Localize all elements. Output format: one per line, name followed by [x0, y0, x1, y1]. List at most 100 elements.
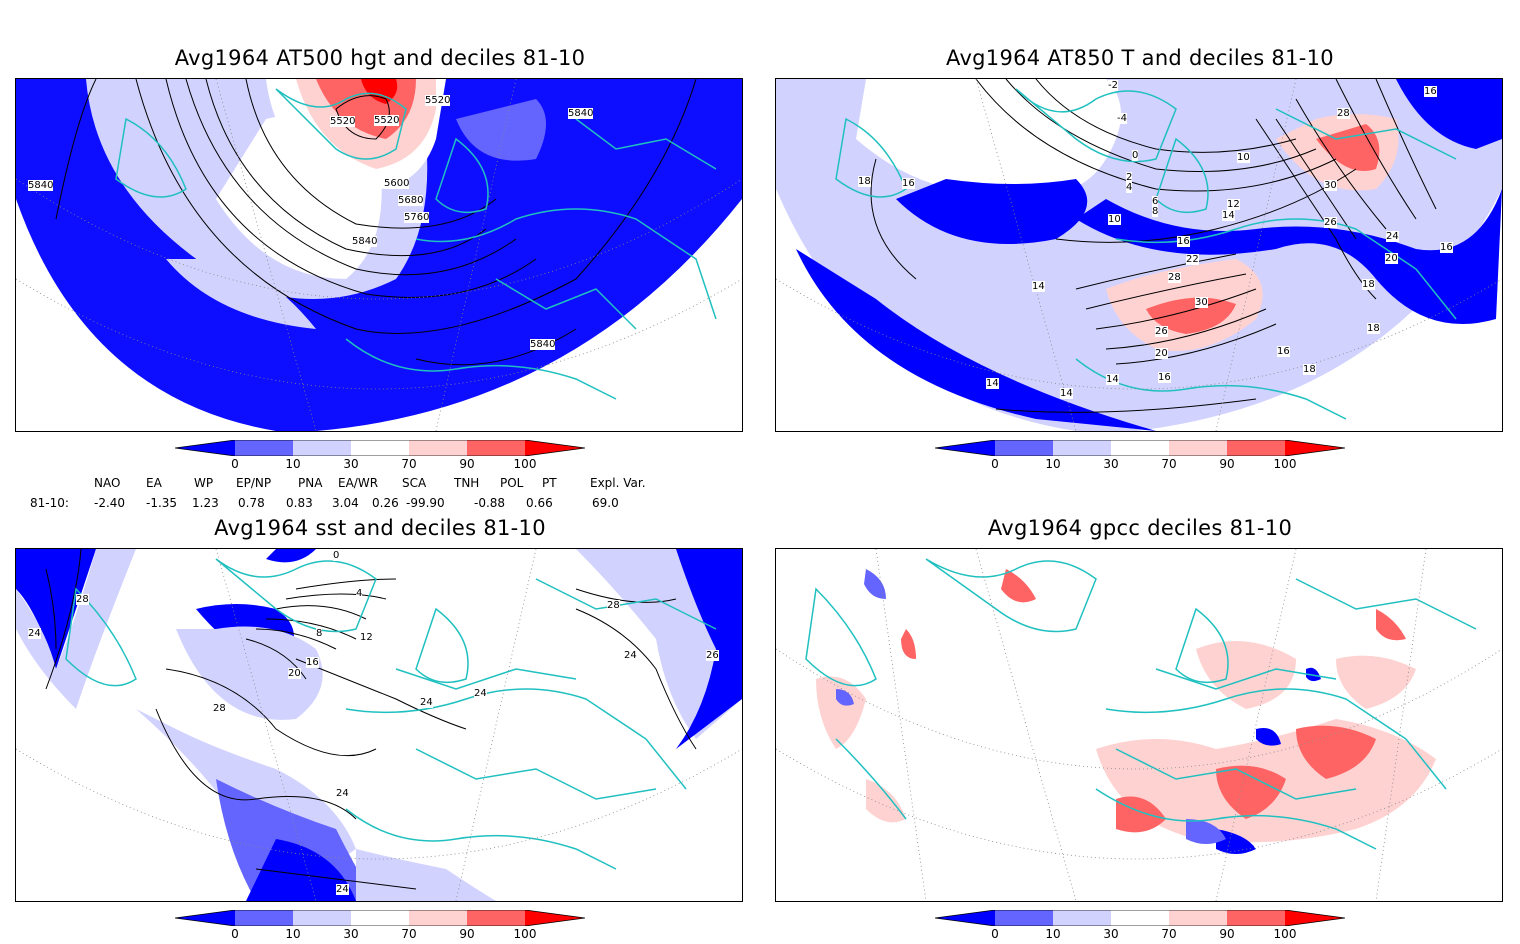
contour-label: 26	[1155, 326, 1168, 337]
index-value: -1.35	[146, 496, 178, 510]
contour-label: 16	[1277, 346, 1290, 357]
index-header: TNH	[454, 476, 480, 490]
index-header: PNA	[298, 476, 323, 490]
contour-label: 5760	[404, 212, 430, 223]
contour-label: 22	[1186, 254, 1199, 265]
contour-label: 5520	[374, 115, 400, 126]
colorbar-tick: 0	[231, 457, 239, 471]
colorbar-tick: 100	[513, 927, 537, 941]
index-value: 0.26	[372, 496, 399, 510]
colorbar-tick: 70	[1161, 457, 1177, 471]
contour-label: 24	[336, 788, 349, 799]
contour-label: 28	[1337, 108, 1350, 119]
colorbar-top-left: 0 10 30 70 90 100	[175, 440, 585, 474]
contour-label: 14	[1032, 281, 1045, 292]
index-value: 0.83	[286, 496, 313, 510]
map-gpcc	[775, 548, 1503, 902]
contour-label: 24	[1386, 231, 1399, 242]
contour-label: 26	[706, 650, 719, 661]
contour-label: 5520	[330, 116, 356, 127]
contour-label: 24	[420, 697, 433, 708]
colorbar-tick: 10	[285, 457, 301, 471]
contour-label: 12	[1227, 199, 1240, 210]
contour-label: 6	[1152, 196, 1159, 207]
contour-label: 14	[1106, 374, 1119, 385]
colorbar-tick: 100	[1273, 457, 1297, 471]
contour-label: 4	[1126, 182, 1133, 193]
panel-title-gpcc: Avg1964 gpcc deciles 81-10	[987, 516, 1293, 540]
index-header: WP	[194, 476, 214, 490]
map-hgt500	[15, 78, 743, 432]
colorbar-tick: 10	[1045, 457, 1061, 471]
contour-label: 2	[1126, 172, 1133, 183]
colorbar-tick: 70	[401, 927, 417, 941]
colorbar-tick: 90	[459, 457, 475, 471]
colorbar-tick: 100	[1273, 927, 1297, 941]
colorbar-tick: 30	[343, 927, 359, 941]
contour-label: 10	[1108, 214, 1121, 225]
colorbar-tick: 70	[401, 457, 417, 471]
colorbar-tick: 100	[513, 457, 537, 471]
contour-label: 14	[1060, 388, 1073, 399]
colorbar-tick: 0	[231, 927, 239, 941]
index-header: EA	[146, 476, 162, 490]
contour-label: 5600	[384, 178, 410, 189]
contour-label: 20	[1155, 348, 1168, 359]
contour-label: 20	[1385, 253, 1398, 264]
index-value: -2.40	[94, 496, 126, 510]
colorbar-tick: 90	[1219, 927, 1235, 941]
contour-label: 28	[76, 594, 89, 605]
index-header: EP/NP	[236, 476, 272, 490]
contour-label: 24	[624, 650, 637, 661]
contour-label: 30	[1195, 297, 1208, 308]
contour-label: 24	[336, 884, 349, 895]
colorbar-tick: 30	[1103, 457, 1119, 471]
index-value: -99.90	[406, 496, 445, 510]
panel-title-sst: Avg1964 sst and deciles 81-10	[214, 516, 546, 540]
contour-label: 14	[1222, 210, 1235, 221]
colorbar-tick: 10	[285, 927, 301, 941]
contour-label: 28	[607, 600, 620, 611]
colorbar-tick: 90	[459, 927, 475, 941]
contour-label: 16	[1177, 236, 1190, 247]
contour-label: 5840	[530, 339, 556, 350]
index-header: EA/WR	[338, 476, 379, 490]
contour-label: 14	[986, 378, 999, 389]
contour-label: 5680	[398, 195, 424, 206]
contour-label: -4	[1117, 113, 1127, 124]
colorbar-tick: 70	[1161, 927, 1177, 941]
contour-label: 16	[1158, 372, 1171, 383]
contour-label: 10	[1237, 152, 1250, 163]
contour-label: 5840	[568, 108, 594, 119]
colorbar-tick: 0	[991, 457, 999, 471]
colorbar-top-right: 0 10 30 70 90 100	[935, 440, 1345, 474]
contour-label: 5840	[352, 236, 378, 247]
contour-label: 28	[213, 703, 226, 714]
index-value: 0.66	[526, 496, 553, 510]
contour-label: 8	[316, 628, 323, 639]
contour-label: 18	[858, 176, 871, 187]
index-header: PT	[542, 476, 557, 490]
index-value: 1.23	[192, 496, 219, 510]
colorbar-tick: 10	[1045, 927, 1061, 941]
index-value: 3.04	[332, 496, 359, 510]
contour-label: 12	[360, 632, 373, 643]
contour-label: 0	[333, 550, 340, 561]
contour-label: 5520	[425, 95, 451, 106]
colorbar-bottom-left: 0 10 30 70 90 100	[175, 910, 585, 944]
panel-title-hgt500: Avg1964 AT500 hgt and deciles 81-10	[174, 46, 586, 70]
index-header: SCA	[402, 476, 427, 490]
map-t850	[775, 78, 1503, 432]
contour-label: 16	[902, 178, 915, 189]
colorbar-tick: 90	[1219, 457, 1235, 471]
contour-label: 16	[306, 657, 319, 668]
index-header: POL	[500, 476, 524, 490]
map-sst	[15, 548, 743, 902]
contour-label: 24	[28, 628, 41, 639]
colorbar-tick: 0	[991, 927, 999, 941]
contour-label: 16	[1424, 86, 1437, 97]
index-row-label: 81-10:	[30, 496, 69, 510]
contour-label: -2	[1108, 80, 1118, 91]
contour-label: 4	[356, 588, 363, 599]
colorbar-tick: 30	[343, 457, 359, 471]
